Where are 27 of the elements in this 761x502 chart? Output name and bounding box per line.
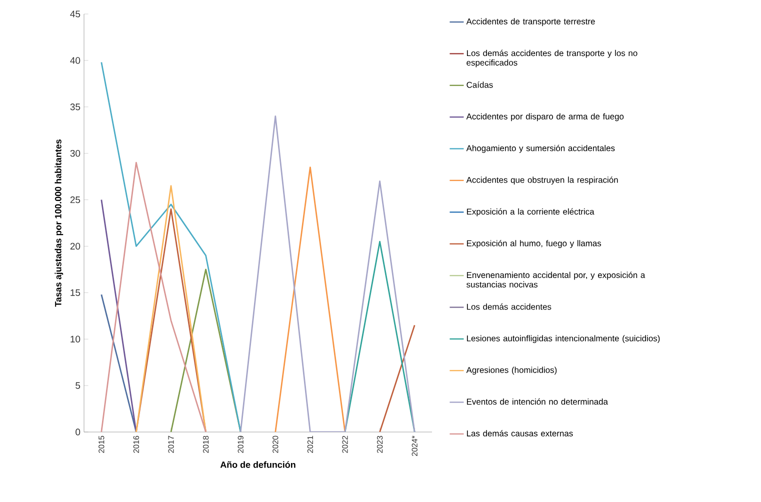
y-tick-label: 10	[70, 336, 80, 342]
legend-label: Accidentes por disparo de arma de fuego	[466, 113, 624, 122]
y-tick-label: 30	[70, 150, 80, 157]
line-series	[100, 62, 242, 432]
legend-label: Exposición a la corriente eléctrica	[466, 208, 594, 216]
y-tick-label: 45	[70, 10, 80, 18]
legend-label: Ahogamiento y sumersión accidentales	[466, 144, 615, 153]
x-axis-title: Año de defunción	[220, 461, 296, 468]
y-tick-label: 15	[70, 289, 80, 296]
legend-label: Accidentes que obstruyen la respiración	[466, 176, 618, 185]
y-axis-title: Tasas ajustadas por 100.000 habitantes	[54, 139, 64, 307]
legend-label: Los demás accidentes	[466, 303, 552, 310]
legend-label: Agresiones (homicidios)	[466, 366, 557, 375]
y-tick-label: 5	[76, 382, 80, 389]
legend-label: Los demás accidentes de transporte y los no especificados	[466, 50, 638, 68]
legend-label: Lesiones autoinfligidas intencionalmente (suicidios)	[466, 335, 660, 344]
y-tick-label: 0	[76, 428, 80, 436]
legend-label: Eventos de intención no determinada	[466, 398, 608, 405]
y-tick-label: 35	[70, 104, 80, 110]
legend-label: Envenenamiento accidental por, y exposición a sustancias nocivas	[466, 272, 646, 288]
legend-label: Las demás causas externas	[466, 430, 573, 436]
y-tick-label: 20	[70, 242, 80, 250]
legend-label: Exposición al humo, fuego y llamas	[466, 240, 602, 248]
y-tick-label: 25	[70, 196, 80, 204]
y-tick-label: 40	[70, 57, 80, 64]
legend-label: Caídas	[466, 82, 493, 88]
legend-label: Accidentes de transporte terrestre	[466, 18, 595, 26]
